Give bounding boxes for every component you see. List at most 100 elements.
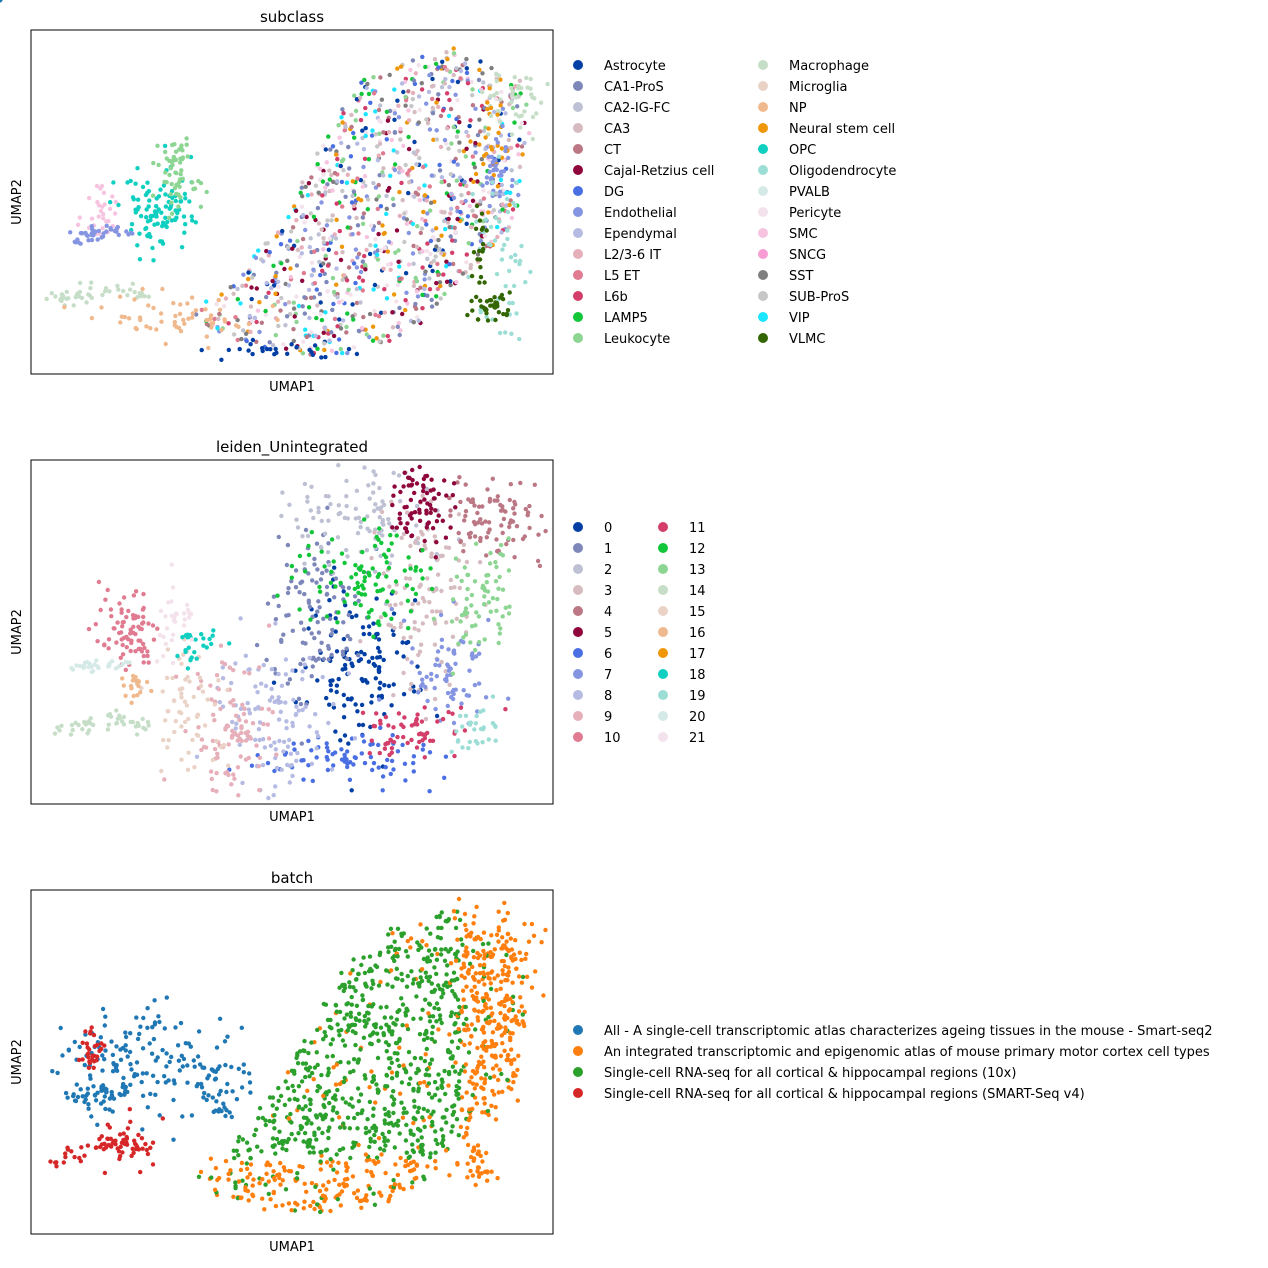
data-point [507,604,512,609]
data-point [367,631,372,637]
data-point [334,266,339,271]
data-point [303,1066,309,1071]
data-point [374,336,379,341]
data-point [397,165,402,170]
data-point [347,1126,353,1131]
data-point [509,947,515,952]
data-point [344,547,349,553]
data-point [492,238,498,243]
data-point [185,767,191,772]
data-point [520,974,526,980]
data-point [308,508,313,513]
data-point [413,568,418,573]
data-point [405,954,410,959]
data-point [187,199,192,204]
data-point [229,782,234,787]
data-point [328,1157,333,1162]
data-point [371,75,376,80]
legend-label: Astrocyte [604,59,666,74]
data-point [411,1120,416,1126]
data-point [404,221,409,226]
data-point [513,258,518,264]
data-point [178,329,184,334]
legend-label: 2 [604,563,612,578]
data-point [179,695,184,700]
data-point [403,949,409,954]
data-point [260,348,265,354]
data-point [135,197,141,202]
data-point [431,496,437,501]
data-point [517,78,523,84]
data-point [470,1068,476,1074]
data-point [466,133,471,139]
data-point [362,174,368,179]
data-point [329,1026,334,1031]
data-point [142,294,147,299]
data-point [187,611,192,616]
data-point [317,259,322,265]
data-point [516,1053,521,1059]
data-point [443,1091,448,1097]
data-point [397,1131,402,1136]
data-point [374,596,379,601]
data-point [372,1139,377,1145]
data-point [392,87,397,92]
data-point [296,303,302,309]
data-point [393,1022,398,1027]
data-point [498,551,503,556]
data-point [347,166,352,171]
data-point [436,1072,441,1077]
data-point [223,771,228,776]
data-point [352,736,358,741]
data-point [439,251,444,256]
data-point [343,603,348,608]
data-point [302,591,307,597]
data-point [277,1175,282,1181]
data-point [379,248,384,253]
data-point [352,135,357,140]
data-point [233,1185,238,1191]
data-point [419,1135,424,1140]
data-point [427,1061,433,1067]
data-point [417,1080,423,1086]
data-point [316,190,321,195]
data-point [414,1163,420,1168]
data-point [255,308,261,313]
data-point [338,1203,343,1208]
data-point [289,579,294,584]
data-point [326,541,331,546]
data-point [421,488,426,494]
data-point [499,523,504,528]
data-point [417,464,422,470]
data-point [435,1141,440,1147]
data-point [395,954,400,959]
data-point [490,476,495,481]
data-point [282,1102,288,1108]
data-point [373,963,378,968]
data-point [145,233,150,239]
data-point [160,689,165,694]
legend-item: L2/3-6 IT [573,248,661,263]
data-point [543,528,548,534]
data-point [465,1125,470,1131]
data-point [101,212,106,217]
data-point [423,684,428,690]
data-point [451,72,456,78]
data-point [428,931,433,936]
data-point [405,598,411,603]
data-point [411,1149,417,1155]
data-point [201,636,206,641]
legend-marker [758,207,768,217]
data-point [274,765,280,771]
data-point [424,490,430,496]
data-point [488,981,493,986]
data-point [301,657,306,662]
data-point [326,1135,331,1141]
data-point [280,1203,285,1208]
data-point [434,137,440,142]
data-point [424,101,429,106]
data-point [272,1126,277,1131]
data-point [235,286,240,292]
data-point [286,1201,292,1206]
